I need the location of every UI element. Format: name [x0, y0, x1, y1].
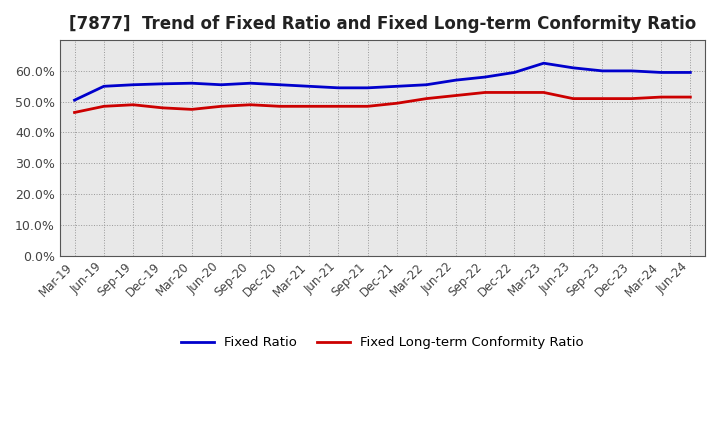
Fixed Ratio: [217, 82, 225, 88]
Fixed Ratio: [305, 84, 313, 89]
Fixed Ratio: [481, 74, 490, 80]
Fixed Ratio: [246, 81, 255, 86]
Fixed Ratio: [393, 84, 402, 89]
Fixed Long-term Conformity Ratio: [276, 104, 284, 109]
Fixed Long-term Conformity Ratio: [510, 90, 518, 95]
Title: [7877]  Trend of Fixed Ratio and Fixed Long-term Conformity Ratio: [7877] Trend of Fixed Ratio and Fixed Lo…: [69, 15, 696, 33]
Fixed Ratio: [422, 82, 431, 88]
Fixed Long-term Conformity Ratio: [481, 90, 490, 95]
Fixed Ratio: [657, 70, 665, 75]
Fixed Ratio: [598, 68, 607, 73]
Fixed Ratio: [364, 85, 372, 91]
Fixed Long-term Conformity Ratio: [158, 105, 167, 110]
Fixed Long-term Conformity Ratio: [334, 104, 343, 109]
Fixed Long-term Conformity Ratio: [393, 101, 402, 106]
Fixed Long-term Conformity Ratio: [246, 102, 255, 107]
Fixed Ratio: [627, 68, 636, 73]
Fixed Long-term Conformity Ratio: [187, 107, 196, 112]
Fixed Ratio: [71, 98, 79, 103]
Fixed Long-term Conformity Ratio: [217, 104, 225, 109]
Legend: Fixed Ratio, Fixed Long-term Conformity Ratio: Fixed Ratio, Fixed Long-term Conformity …: [176, 331, 590, 355]
Fixed Ratio: [510, 70, 518, 75]
Fixed Ratio: [129, 82, 138, 88]
Fixed Long-term Conformity Ratio: [129, 102, 138, 107]
Fixed Ratio: [334, 85, 343, 91]
Fixed Ratio: [539, 61, 548, 66]
Fixed Long-term Conformity Ratio: [305, 104, 313, 109]
Fixed Long-term Conformity Ratio: [539, 90, 548, 95]
Fixed Long-term Conformity Ratio: [71, 110, 79, 115]
Fixed Ratio: [187, 81, 196, 86]
Fixed Ratio: [276, 82, 284, 88]
Fixed Long-term Conformity Ratio: [598, 96, 607, 101]
Fixed Long-term Conformity Ratio: [627, 96, 636, 101]
Fixed Long-term Conformity Ratio: [99, 104, 108, 109]
Fixed Ratio: [99, 84, 108, 89]
Fixed Long-term Conformity Ratio: [451, 93, 460, 98]
Line: Fixed Long-term Conformity Ratio: Fixed Long-term Conformity Ratio: [75, 92, 690, 113]
Fixed Long-term Conformity Ratio: [422, 96, 431, 101]
Fixed Ratio: [686, 70, 695, 75]
Fixed Long-term Conformity Ratio: [686, 95, 695, 100]
Fixed Ratio: [158, 81, 167, 87]
Line: Fixed Ratio: Fixed Ratio: [75, 63, 690, 100]
Fixed Ratio: [451, 77, 460, 83]
Fixed Long-term Conformity Ratio: [364, 104, 372, 109]
Fixed Ratio: [569, 65, 577, 70]
Fixed Long-term Conformity Ratio: [569, 96, 577, 101]
Fixed Long-term Conformity Ratio: [657, 95, 665, 100]
